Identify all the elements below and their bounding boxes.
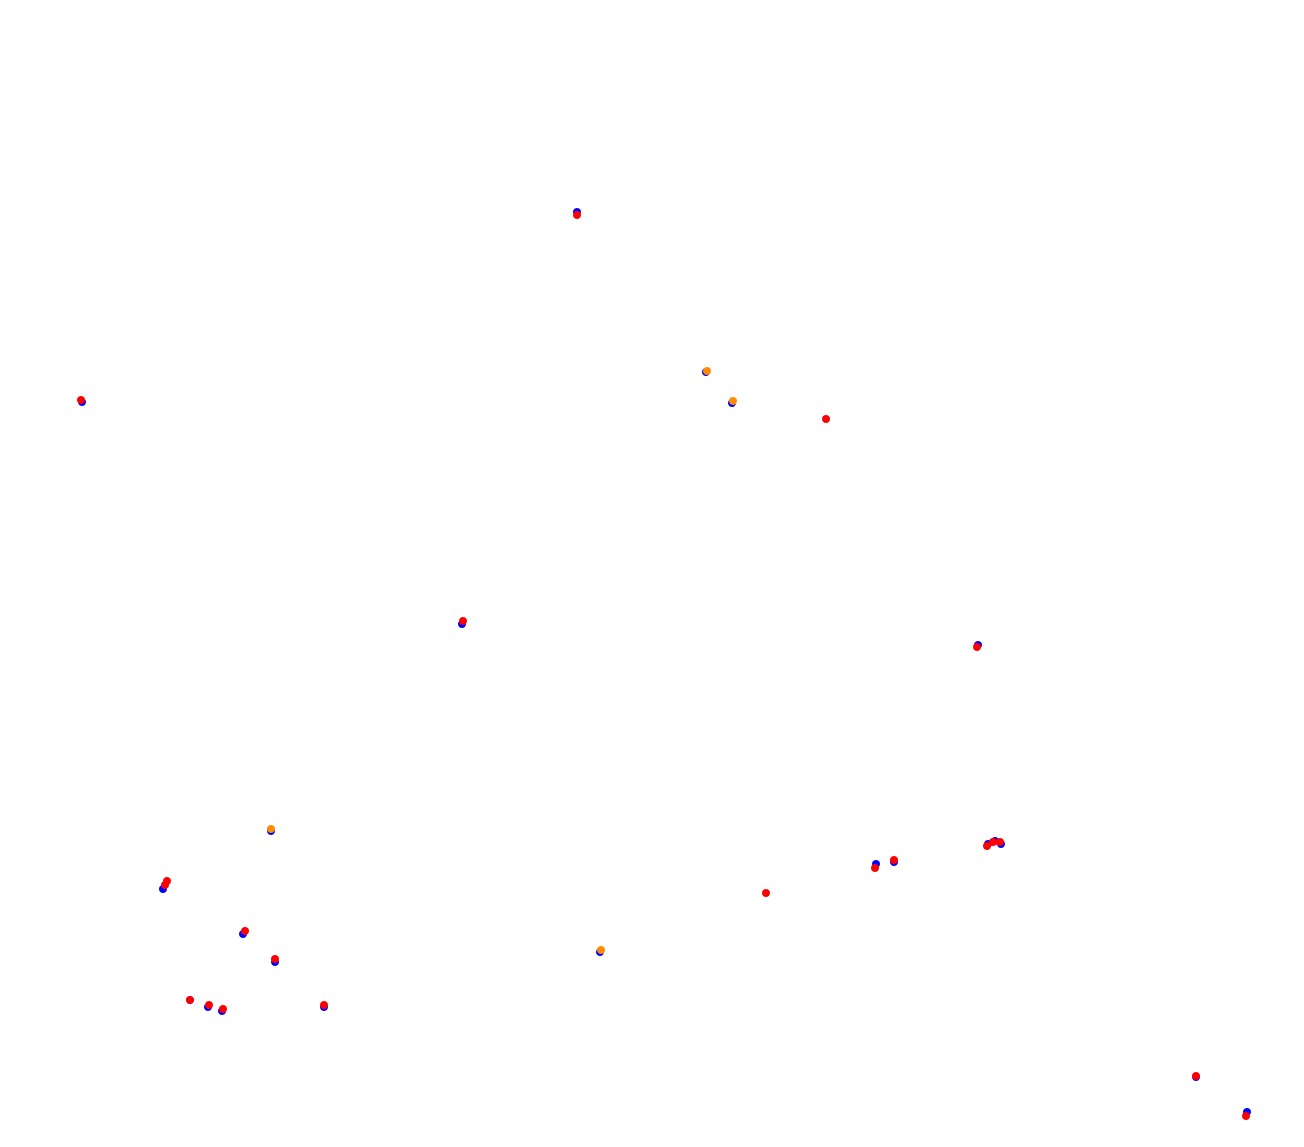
scatter-point [163, 877, 171, 885]
scatter-point [573, 211, 581, 219]
scatter-point [267, 825, 275, 833]
scatter-marks [77, 208, 1251, 1120]
scatter-point [459, 617, 467, 625]
scatter-point [989, 838, 997, 846]
scatter-point [973, 643, 981, 651]
scatter-point [762, 889, 770, 897]
scatter-point [822, 415, 830, 423]
scatter-point [703, 367, 711, 375]
scatter-point [77, 396, 85, 404]
scatter-point [996, 838, 1004, 846]
scatter-point [320, 1001, 328, 1009]
scatter-point [241, 927, 249, 935]
scatter-point [205, 1001, 213, 1009]
scatter-point [186, 996, 194, 1004]
scatter-point [871, 864, 879, 872]
scatter-point [271, 955, 279, 963]
scatter-point [219, 1005, 227, 1013]
scatter-point [890, 856, 898, 864]
scatter-point [597, 946, 605, 954]
scatter-point [1192, 1072, 1200, 1080]
scatter-point [729, 397, 737, 405]
scatter-point [983, 842, 991, 850]
scatter-point [1242, 1112, 1250, 1120]
